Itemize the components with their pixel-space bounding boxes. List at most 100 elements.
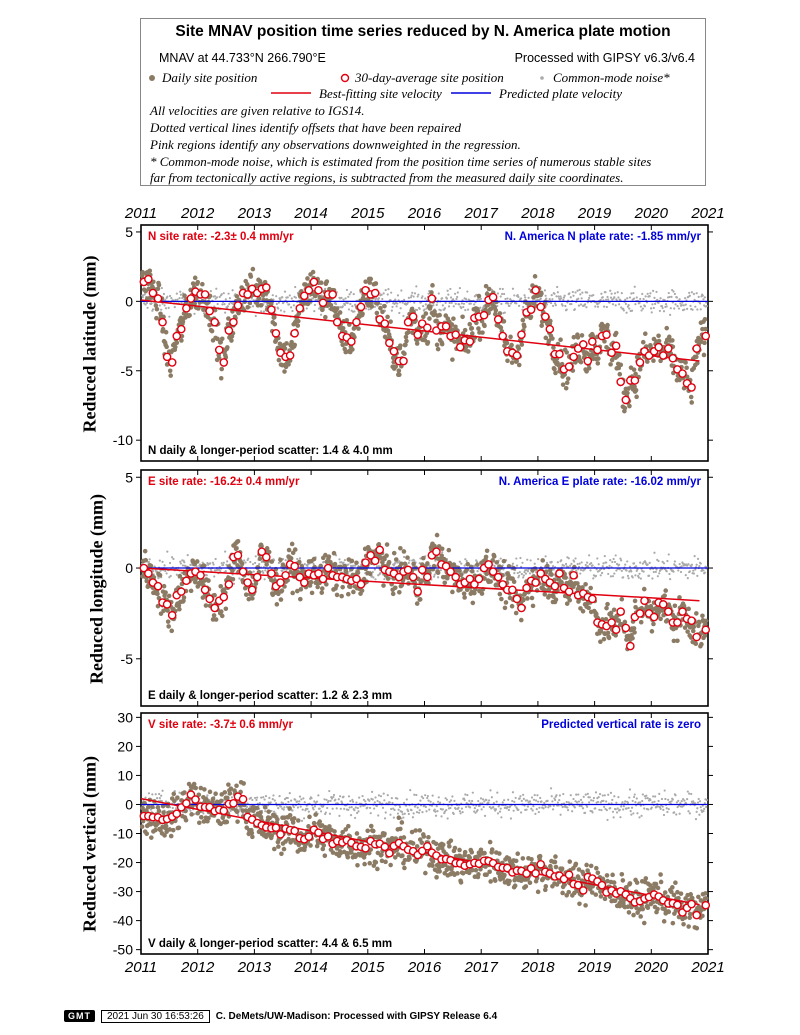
- daily-point: [509, 603, 515, 609]
- common-mode-point: [691, 308, 694, 311]
- common-mode-point: [375, 297, 378, 300]
- common-mode-point: [213, 295, 217, 298]
- daily-point: [469, 326, 475, 331]
- common-mode-point: [616, 807, 619, 810]
- common-mode-point: [148, 558, 151, 561]
- common-mode-point: [369, 812, 372, 815]
- common-mode-point: [229, 809, 232, 813]
- daily-point: [203, 603, 209, 608]
- common-mode-point: [391, 801, 394, 805]
- common-mode-point: [258, 562, 261, 566]
- common-mode-point: [578, 288, 581, 291]
- common-mode-point: [412, 295, 415, 298]
- daily-point: [685, 629, 690, 634]
- common-mode-point: [703, 296, 706, 299]
- common-mode-point: [569, 296, 572, 299]
- common-mode-point: [224, 570, 227, 573]
- common-mode-point: [678, 563, 681, 566]
- common-mode-point: [606, 818, 609, 822]
- common-mode-point: [568, 292, 571, 295]
- common-mode-point: [579, 303, 583, 306]
- average-point: [583, 356, 593, 366]
- common-mode-point: [180, 301, 183, 304]
- common-mode-point: [351, 305, 354, 308]
- average-point: [318, 298, 328, 308]
- common-mode-point: [454, 807, 457, 810]
- common-mode-point: [389, 813, 392, 816]
- daily-point: [219, 336, 225, 342]
- common-mode-point: [642, 570, 645, 573]
- common-mode-point: [639, 305, 642, 308]
- average-point: [332, 317, 342, 327]
- common-mode-point: [281, 802, 285, 805]
- average-point: [262, 552, 271, 562]
- daily-point: [143, 557, 149, 563]
- daily-point: [439, 553, 444, 558]
- common-mode-point: [163, 304, 166, 307]
- common-mode-point: [449, 799, 453, 802]
- common-mode-point: [306, 564, 309, 568]
- average-point: [512, 351, 522, 360]
- common-mode-point: [351, 800, 355, 803]
- daily-point: [218, 583, 224, 589]
- common-mode-point: [551, 304, 555, 308]
- common-mode-point: [488, 805, 491, 809]
- common-mode-point: [615, 811, 619, 814]
- daily-point: [309, 590, 315, 596]
- common-mode-point: [406, 302, 409, 305]
- common-mode-point: [627, 806, 630, 810]
- common-mode-point: [319, 313, 323, 316]
- common-mode-point: [428, 564, 432, 567]
- common-mode-point: [170, 556, 174, 559]
- common-mode-point: [668, 295, 671, 299]
- daily-point: [188, 588, 194, 594]
- common-mode-point: [141, 296, 144, 299]
- average-point: [664, 607, 673, 616]
- note-velocities: All velocities are given relative to IGS…: [150, 103, 365, 118]
- common-mode-point: [628, 296, 632, 299]
- common-mode-point: [150, 302, 153, 305]
- daily-point: [216, 355, 222, 361]
- common-mode-point: [577, 800, 581, 803]
- common-mode-point: [347, 563, 350, 566]
- average-point: [267, 305, 276, 314]
- daily-point: [499, 596, 504, 602]
- common-mode-point: [262, 310, 266, 313]
- daily-point: [399, 561, 404, 567]
- common-mode-point: [328, 789, 331, 793]
- average-point: [522, 583, 531, 593]
- common-mode-point: [675, 296, 679, 299]
- common-mode-point: [657, 559, 660, 563]
- daily-point: [363, 279, 368, 284]
- common-mode-point: [614, 554, 617, 557]
- average-point: [451, 572, 460, 582]
- daily-point: [616, 352, 622, 358]
- common-mode-point: [281, 569, 284, 573]
- daily-point: [429, 290, 434, 295]
- common-mode-point: [374, 578, 377, 581]
- common-mode-point: [670, 295, 673, 298]
- common-mode-point: [693, 555, 696, 558]
- daily-point: [632, 384, 637, 390]
- common-mode-point: [272, 794, 275, 797]
- common-mode-point: [144, 303, 147, 306]
- common-mode-point: [220, 562, 223, 565]
- average-point: [205, 306, 214, 316]
- common-mode-point: [228, 297, 232, 300]
- common-mode-point: [379, 571, 382, 575]
- daily-point: [488, 579, 493, 584]
- daily-point: [469, 331, 475, 336]
- common-mode-point: [658, 572, 661, 575]
- common-mode-point: [151, 793, 154, 796]
- common-mode-point: [584, 793, 587, 796]
- common-mode-point: [460, 306, 463, 310]
- common-mode-point: [303, 563, 306, 566]
- average-point: [238, 567, 248, 576]
- daily-point: [272, 314, 277, 320]
- average-point: [167, 610, 177, 620]
- common-mode-point: [515, 564, 519, 567]
- common-mode-point: [514, 796, 517, 800]
- common-mode-point: [481, 798, 485, 801]
- daily-point: [702, 317, 708, 322]
- common-mode-point: [550, 795, 553, 798]
